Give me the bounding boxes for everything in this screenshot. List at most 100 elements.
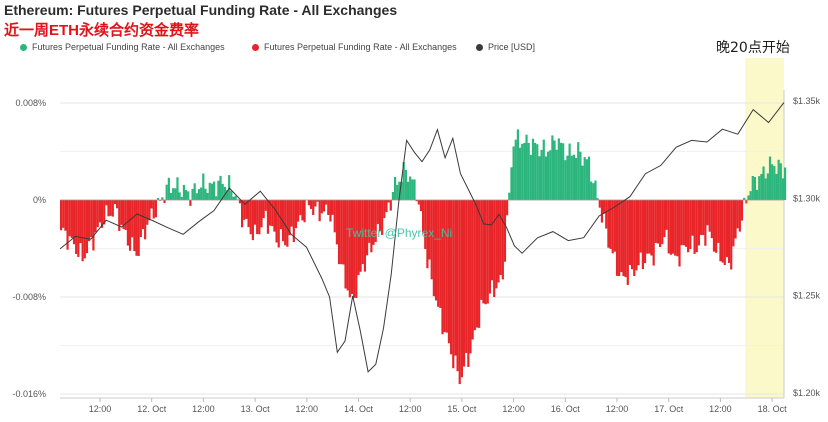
chart-subtitle: 近一周ETH永续合约资金费率 — [4, 22, 200, 39]
funding-rate-bar — [105, 200, 108, 206]
funding-rate-bar — [689, 200, 692, 249]
funding-rate-bar — [581, 165, 584, 200]
funding-rate-bar — [568, 143, 571, 200]
funding-rate-bar — [266, 200, 270, 234]
funding-rate-bar — [120, 200, 123, 225]
funding-rate-bar — [646, 200, 649, 254]
funding-rate-bar — [150, 200, 153, 209]
funding-rate-bar — [678, 200, 681, 267]
funding-rate-bar — [249, 200, 252, 235]
funding-rate-bar — [426, 200, 429, 269]
funding-rate-bar — [605, 200, 608, 229]
funding-rate-bar — [210, 183, 214, 200]
legend-item-funding-positive[interactable]: Futures Perpetual Funding Rate - All Exc… — [20, 42, 225, 52]
funding-rate-bar — [141, 200, 145, 230]
funding-rate-bar — [719, 200, 722, 262]
funding-rate-bar — [297, 200, 300, 222]
funding-rate-bar — [415, 200, 418, 202]
legend-item-price[interactable]: Price [USD] — [476, 42, 535, 52]
funding-rate-bar — [665, 200, 668, 230]
funding-rate-bar — [320, 200, 323, 214]
funding-rate-bar — [760, 173, 763, 200]
funding-rate-bar — [133, 200, 136, 252]
funding-rate-bar — [516, 129, 520, 200]
funding-rate-bar — [710, 200, 713, 239]
funding-rate-bar — [365, 200, 369, 256]
funding-rate-bar — [626, 200, 629, 285]
funding-rate-bar — [212, 181, 216, 200]
funding-rate-bar — [197, 189, 201, 200]
funding-rate-bar — [669, 200, 672, 255]
funding-rate-bar — [346, 200, 349, 291]
funding-rate-bar — [725, 200, 729, 258]
funding-rate-bar — [542, 139, 545, 200]
funding-rate-bar — [702, 200, 705, 236]
funding-rate-bar — [775, 173, 778, 200]
funding-rate-bar — [94, 200, 97, 233]
funding-rate-bar — [566, 155, 569, 200]
funding-rate-bar — [654, 200, 657, 243]
x-tick-label: 16. Oct — [551, 404, 581, 414]
funding-rate-bar — [628, 200, 632, 266]
funding-rate-bar — [98, 200, 101, 223]
funding-rate-bar — [355, 200, 358, 298]
funding-rate-bar — [348, 200, 351, 298]
funding-rate-bar — [747, 195, 750, 200]
funding-rate-bar — [706, 200, 709, 226]
legend-item-funding-negative[interactable]: Futures Perpetual Funding Rate - All Exc… — [252, 42, 457, 52]
funding-rate-bar — [363, 200, 367, 272]
funding-rate-bar — [738, 200, 741, 232]
funding-rate-bar — [299, 200, 302, 216]
funding-rate-bar — [732, 200, 735, 247]
funding-rate-bar — [68, 200, 71, 237]
funding-rate-bar — [609, 200, 612, 249]
x-tick-label: 12:00 — [399, 404, 422, 414]
funding-rate-bar — [406, 181, 410, 200]
funding-rate-bar — [499, 200, 502, 275]
funding-rate-bar — [113, 200, 117, 205]
funding-rate-bar — [467, 200, 470, 367]
funding-rate-bar — [223, 186, 226, 200]
funding-rate-bars — [60, 129, 787, 385]
funding-rate-bar — [534, 142, 537, 200]
funding-rate-bar — [327, 200, 330, 215]
funding-rate-bar — [773, 166, 776, 200]
funding-rate-bar — [475, 200, 479, 328]
funding-rate-bar — [615, 200, 619, 276]
funding-rate-bar — [460, 200, 463, 378]
legend-swatch-icon — [476, 43, 483, 51]
funding-rate-bar — [730, 200, 733, 270]
funding-rate-bar — [443, 200, 446, 333]
funding-rate-bar — [128, 200, 132, 251]
y-right-tick-label: $1.25k — [793, 291, 821, 301]
funding-rate-bar — [751, 176, 754, 200]
funding-rate-bar — [292, 200, 295, 243]
funding-rate-bar — [740, 200, 744, 221]
funding-rate-bar — [234, 195, 237, 200]
funding-rate-bar — [585, 159, 588, 200]
funding-rate-bar — [180, 196, 183, 200]
funding-rate-bar — [546, 151, 550, 200]
funding-rate-bar — [100, 200, 104, 228]
funding-rate-bar — [755, 189, 759, 200]
funding-rate-bar — [784, 167, 787, 200]
funding-rate-bar — [335, 200, 339, 245]
funding-rate-bar — [419, 200, 423, 212]
funding-rate-bar — [488, 200, 491, 294]
funding-rate-bar — [564, 160, 567, 200]
y-left-tick-label: 0.008% — [15, 98, 46, 108]
funding-rate-bar — [322, 200, 326, 212]
funding-rate-bar — [721, 200, 724, 263]
funding-rate-bar — [275, 200, 278, 243]
funding-rate-bar — [462, 200, 466, 367]
funding-rate-bar — [661, 200, 664, 245]
funding-rate-bar — [204, 188, 207, 200]
funding-rate-bar — [337, 200, 341, 265]
funding-rate-bar — [251, 200, 254, 241]
funding-rate-bar — [318, 200, 321, 222]
funding-rate-bar — [684, 200, 688, 247]
funding-rate-bar — [260, 200, 263, 228]
funding-rate-bar — [154, 200, 158, 218]
funding-rate-bar — [577, 142, 580, 200]
funding-rate-bar — [245, 200, 248, 219]
